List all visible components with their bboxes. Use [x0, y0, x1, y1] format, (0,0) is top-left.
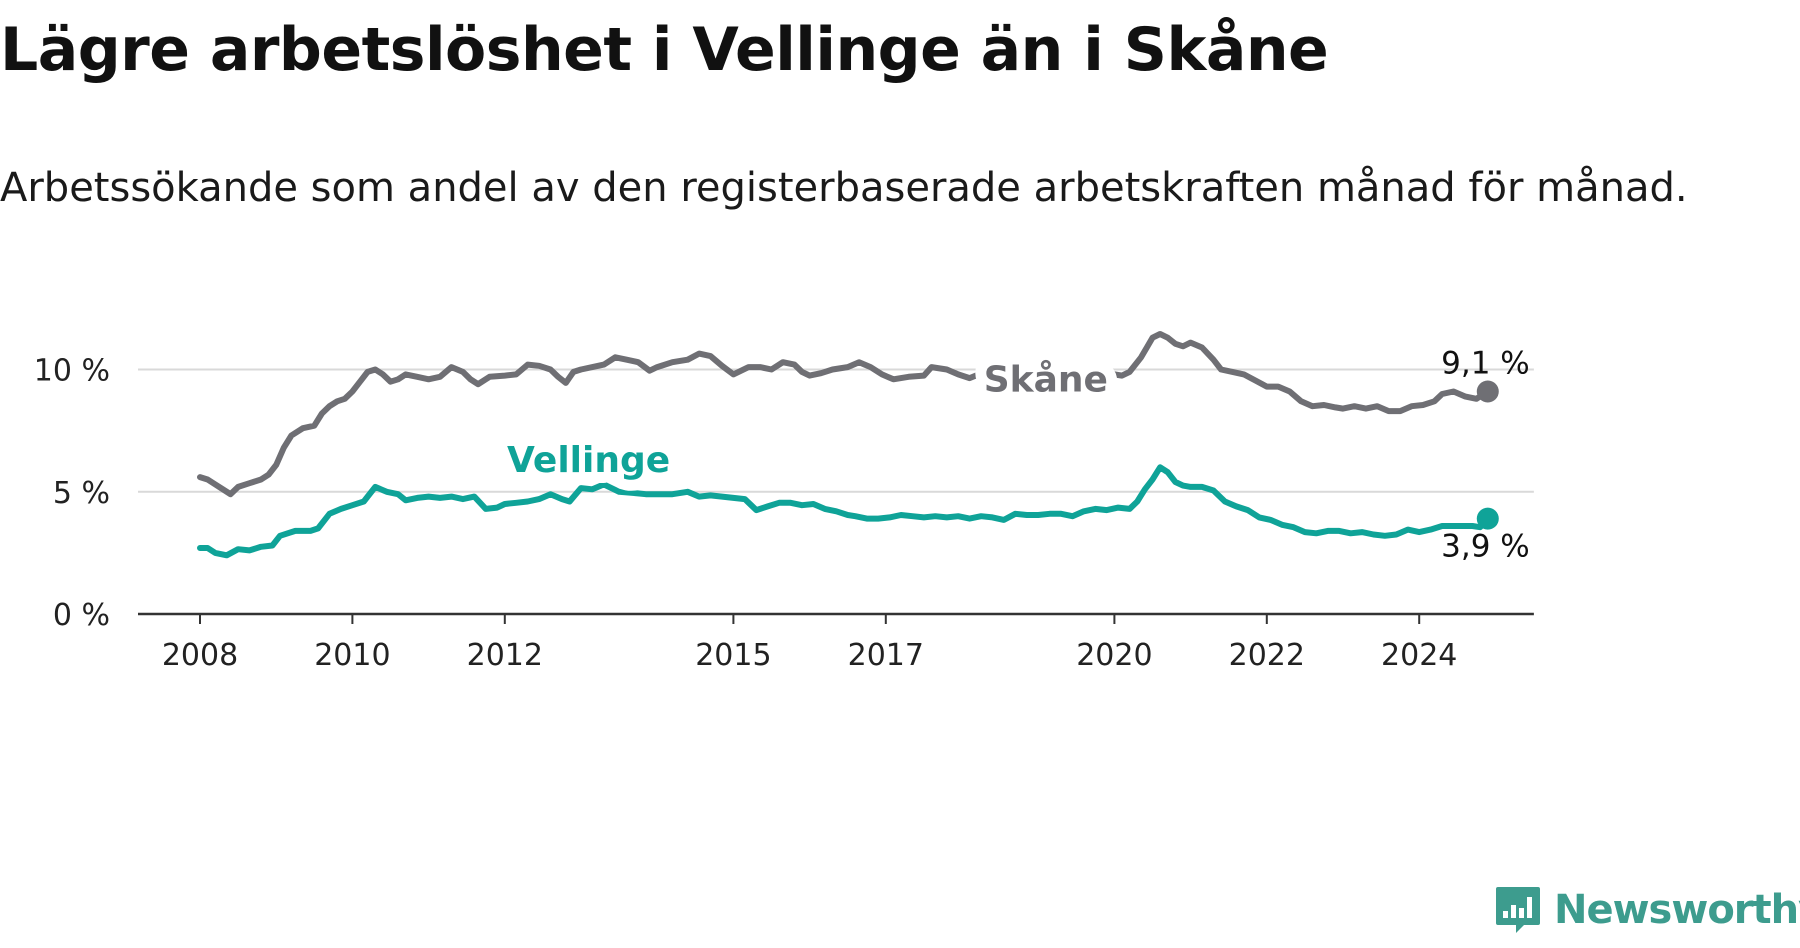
chart-subtitle: Arbetssökande som andel av den registerb… [0, 165, 1688, 211]
series-layer [197, 331, 1491, 559]
y-tick-label: 0 % [53, 598, 110, 633]
axis-layer: 0 % 5 % 10 % 2008 2010 2012 2015 2017 2020 2022 20… [34, 354, 1534, 673]
x-tick-label: 2010 [314, 638, 390, 673]
x-tick-label: 2022 [1229, 638, 1305, 673]
series-label-vellinge: Vellinge [507, 440, 670, 481]
end-marker-vellinge [1476, 507, 1499, 530]
series-label-skane: Skåne [984, 360, 1108, 401]
series-line-vellinge [197, 464, 1491, 559]
brand-name: Newsworthy [1554, 887, 1800, 933]
end-marker-skane [1476, 380, 1499, 403]
x-tick-label: 2008 [162, 638, 238, 673]
y-tick-label: 10 % [34, 354, 110, 389]
x-tick-label: 2012 [467, 638, 543, 673]
x-tick-label: 2020 [1076, 638, 1152, 673]
x-tick-label: 2017 [848, 638, 924, 673]
end-value-label-vellinge: 3,9 % [1441, 529, 1530, 565]
chart-title: Lägre arbetslöshet i Vellinge än i Skåne [0, 15, 1329, 85]
x-tick-label: 2015 [695, 638, 771, 673]
end-value-label-skane: 9,1 % [1441, 346, 1530, 382]
x-tick-label: 2024 [1381, 638, 1457, 673]
newsworthy-logo-icon [1496, 887, 1540, 933]
grid-layer [138, 368, 1534, 493]
brand-logo: Newsworthy [1494, 885, 1800, 935]
series-line-skne [197, 331, 1491, 498]
y-tick-label: 5 % [53, 476, 110, 511]
